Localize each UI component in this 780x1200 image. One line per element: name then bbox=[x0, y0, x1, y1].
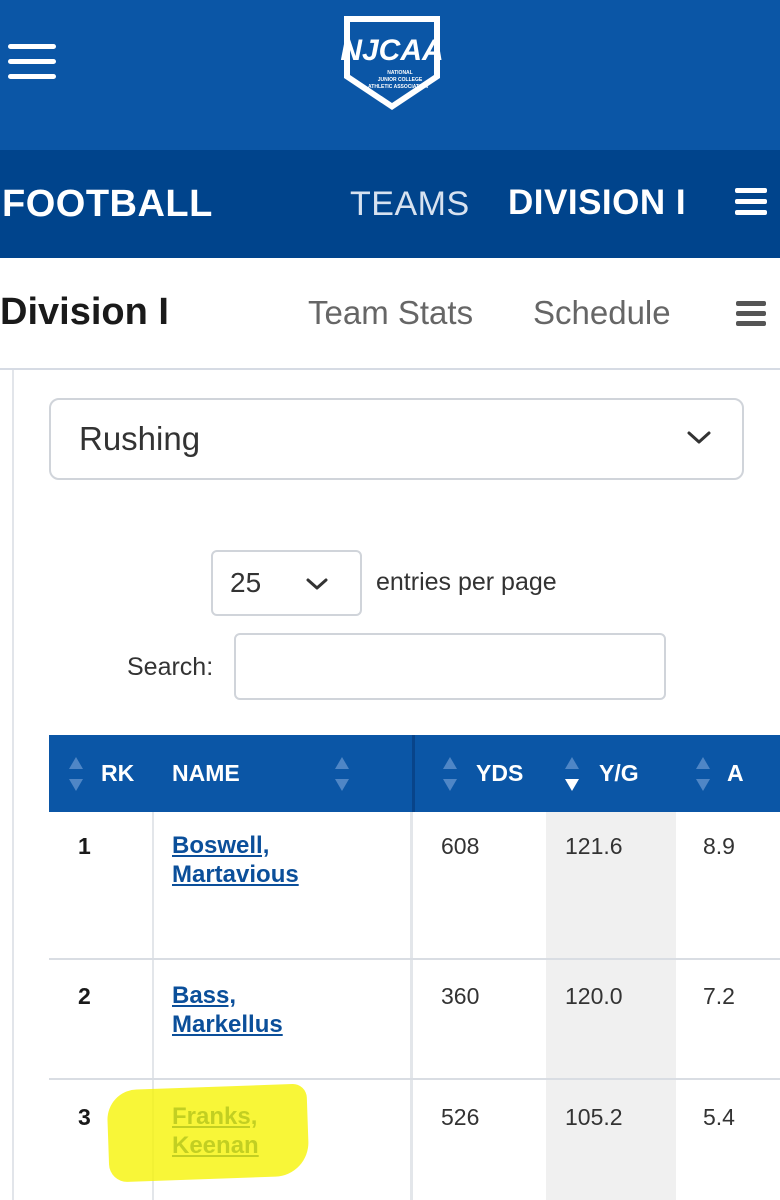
avg-cell: 7.2 bbox=[703, 983, 735, 1009]
search-input[interactable] bbox=[234, 633, 666, 700]
nav-teams-link[interactable]: TEAMS bbox=[350, 185, 470, 223]
table-row: 2 Bass, Markellus 360 120.0 7.2 bbox=[49, 960, 780, 1080]
entries-value: 25 bbox=[230, 567, 262, 598]
svg-text:NATIONAL: NATIONAL bbox=[387, 70, 412, 76]
entries-label: entries per page bbox=[376, 568, 557, 596]
entries-per-page-select[interactable]: 25 bbox=[211, 550, 362, 616]
schedule-link[interactable]: Schedule bbox=[533, 294, 671, 331]
top-header: NJCAA NATIONAL JUNIOR COLLEGE ATHLETIC A… bbox=[0, 0, 780, 150]
table-row: 1 Boswell, Martavious 608 121.6 8.9 bbox=[49, 812, 780, 960]
column-header-name[interactable]: NAME bbox=[152, 735, 412, 812]
yds-cell: 360 bbox=[441, 983, 480, 1009]
table-header: RK NAME YDS Y/G bbox=[49, 735, 780, 812]
svg-text:JUNIOR COLLEGE: JUNIOR COLLEGE bbox=[378, 77, 423, 83]
sport-title[interactable]: FOOTBALL bbox=[2, 183, 213, 225]
sort-icon bbox=[69, 757, 83, 791]
yg-cell: 105.2 bbox=[565, 1104, 623, 1130]
stat-category-value: Rushing bbox=[79, 420, 201, 457]
search-label: Search: bbox=[127, 653, 214, 681]
division-title: Division I bbox=[0, 291, 169, 333]
column-header-att[interactable]: A bbox=[676, 735, 780, 812]
avg-cell: 5.4 bbox=[703, 1104, 735, 1130]
player-name-link[interactable]: Bass, Markellus bbox=[172, 982, 283, 1038]
column-header-rk[interactable]: RK bbox=[49, 735, 152, 812]
sort-icon bbox=[696, 757, 710, 791]
player-name-link[interactable]: Franks, Keenan bbox=[172, 1103, 259, 1159]
main-menu-hamburger-icon[interactable] bbox=[8, 44, 56, 80]
chevron-down-icon bbox=[306, 578, 328, 590]
header-divider bbox=[412, 735, 415, 812]
chevron-down-icon bbox=[687, 431, 711, 444]
division-header: Division I Team Stats Schedule bbox=[0, 258, 780, 370]
stats-panel: Rushing 25 entries per page Search: RK N… bbox=[12, 370, 780, 1200]
team-stats-link[interactable]: Team Stats bbox=[308, 294, 474, 331]
sort-desc-icon bbox=[565, 757, 579, 791]
nav-division-link[interactable]: DIVISION I bbox=[508, 183, 687, 222]
svg-text:ATHLETIC ASSOCIATION: ATHLETIC ASSOCIATION bbox=[368, 84, 428, 90]
rank-cell: 2 bbox=[78, 983, 91, 1009]
stat-category-select[interactable]: Rushing bbox=[49, 398, 744, 480]
table-row: 3 Franks, Keenan 526 105.2 5.4 bbox=[49, 1080, 780, 1200]
division-menu-hamburger-icon[interactable] bbox=[736, 301, 766, 327]
player-name-link[interactable]: Boswell, Martavious bbox=[172, 832, 299, 888]
column-header-yg[interactable]: Y/G bbox=[546, 735, 676, 812]
yg-cell: 121.6 bbox=[565, 833, 623, 859]
column-header-yds[interactable]: YDS bbox=[415, 735, 546, 812]
sport-menu-hamburger-icon[interactable] bbox=[735, 188, 767, 216]
sport-nav-bar: FOOTBALL TEAMS DIVISION I bbox=[0, 150, 780, 258]
yg-cell: 120.0 bbox=[565, 983, 623, 1009]
avg-cell: 8.9 bbox=[703, 833, 735, 859]
yds-cell: 608 bbox=[441, 833, 480, 859]
sort-icon bbox=[335, 757, 349, 791]
svg-text:NJCAA: NJCAA bbox=[340, 34, 443, 67]
rank-cell: 3 bbox=[78, 1104, 91, 1130]
rank-cell: 1 bbox=[78, 833, 91, 859]
yds-cell: 526 bbox=[441, 1104, 480, 1130]
sort-icon bbox=[443, 757, 457, 791]
njcaa-logo[interactable]: NJCAA NATIONAL JUNIOR COLLEGE ATHLETIC A… bbox=[336, 8, 448, 116]
